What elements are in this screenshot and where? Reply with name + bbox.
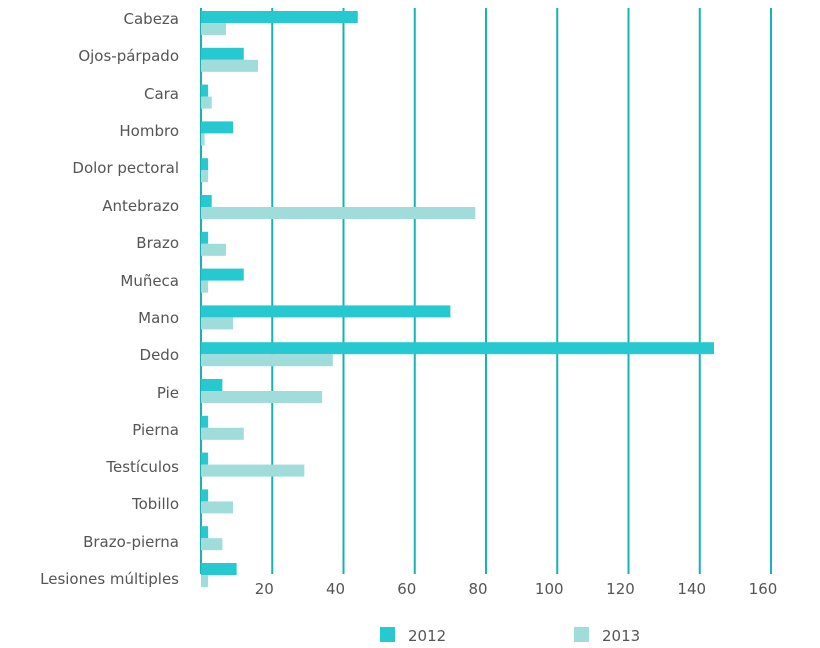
bar-2012-9 [201,342,714,355]
grid-lines [200,8,772,574]
x-tick-label: 80 [468,580,487,598]
category-label: Dolor pectoral [72,159,179,177]
bar-2012-10 [201,379,223,391]
bar-2012-14 [201,526,209,539]
x-tick-label: 20 [255,580,274,598]
bar-2013-6 [201,243,226,256]
category-label: Cabeza [124,10,179,28]
bar-2012-3 [201,121,234,134]
bar-2012-0 [201,11,358,23]
x-tick-label: 120 [606,580,635,598]
bar-2013-11 [201,427,244,440]
category-label: Muñeca [120,272,179,290]
x-tick-label: 40 [326,580,345,598]
bar-2013-4 [201,170,209,183]
category-label: Pie [157,384,179,402]
bar-2012-5 [201,195,212,207]
bar-2012-13 [201,489,209,502]
bars [201,11,714,587]
bar-2012-8 [201,305,451,318]
category-label: Lesiones múltiples [40,570,179,588]
category-labels: Cabeza Ojos-párpado Cara Hombro Dolor pector… [40,10,179,588]
bar-2012-4 [201,158,209,171]
bar-2012-6 [201,231,209,244]
x-axis-tick-labels: 20 40 60 80 100 120 140 160 [255,580,778,598]
bar-2012-11 [201,415,209,428]
bar-2013-13 [201,501,234,514]
bar-2013-12 [201,464,305,477]
bar-2013-0 [201,23,226,35]
category-label: Brazo-pierna [83,533,179,551]
bar-2012-2 [201,84,209,97]
bar-2013-14 [201,538,223,551]
legend-label-2013: 2013 [602,627,640,645]
bar-2013-10 [201,391,323,403]
category-label: Antebrazo [102,197,179,215]
category-label: Hombro [119,122,179,140]
bar-2013-7 [201,280,209,293]
legend-swatch-2012 [380,627,395,642]
category-label: Testículos [105,458,179,476]
legend-swatch-2013 [574,627,589,642]
bar-2013-9 [201,354,333,367]
category-label: Cara [144,85,179,103]
category-label: Mano [138,309,179,327]
x-tick-label: 100 [535,580,564,598]
bar-2013-1 [201,59,258,72]
legend: 2012 2013 [380,627,640,645]
category-label: Pierna [132,421,179,439]
category-label: Ojos-párpado [78,47,179,65]
bar-2013-15 [201,575,209,587]
bar-2013-3 [201,133,205,146]
bar-2012-15 [201,563,237,575]
bar-2013-2 [201,96,212,109]
category-label: Brazo [136,234,179,252]
category-label: Dedo [140,346,179,364]
category-label: Tobillo [131,495,179,513]
x-tick-label: 140 [677,580,706,598]
bar-2013-8 [201,317,234,330]
bar-2012-1 [201,47,244,60]
x-tick-label: 60 [397,580,416,598]
bar-2013-5 [201,207,476,219]
x-tick-label: 160 [749,580,778,598]
bar-2012-12 [201,452,209,465]
bar-2012-7 [201,268,244,281]
legend-label-2012: 2012 [408,627,446,645]
